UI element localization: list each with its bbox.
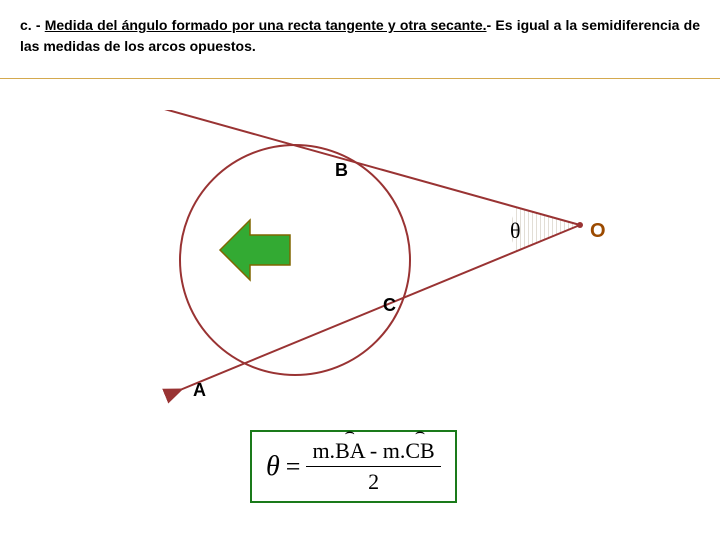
- label-B: B: [335, 160, 348, 181]
- header-prefix: c. -: [20, 17, 45, 33]
- geometry-diagram: B C A O θ: [120, 110, 600, 420]
- formula-denominator: 2: [368, 467, 379, 495]
- formula-theta: θ: [266, 451, 280, 483]
- formula-box: θ = m.BA - m.CB 2: [250, 430, 457, 503]
- arc-BA: BA: [335, 438, 364, 463]
- formula-equals: =: [286, 452, 301, 482]
- header-text: c. - Medida del ángulo formado por una r…: [20, 15, 700, 57]
- formula-fraction: m.BA - m.CB 2: [306, 438, 440, 495]
- label-O: O: [590, 220, 606, 243]
- arc-CB: CB: [405, 438, 434, 463]
- label-C: C: [383, 295, 396, 316]
- divider-line: [0, 78, 720, 79]
- vertex-point: [577, 222, 583, 228]
- label-A: A: [193, 380, 206, 401]
- tangent-line: [150, 110, 580, 225]
- circle: [180, 145, 410, 375]
- green-arrow-icon: [220, 220, 290, 280]
- formula-numerator: m.BA - m.CB: [306, 438, 440, 467]
- label-theta: θ: [510, 218, 521, 244]
- formula: θ = m.BA - m.CB 2: [266, 438, 441, 495]
- header-underlined: Medida del ángulo formado por una recta …: [45, 17, 487, 33]
